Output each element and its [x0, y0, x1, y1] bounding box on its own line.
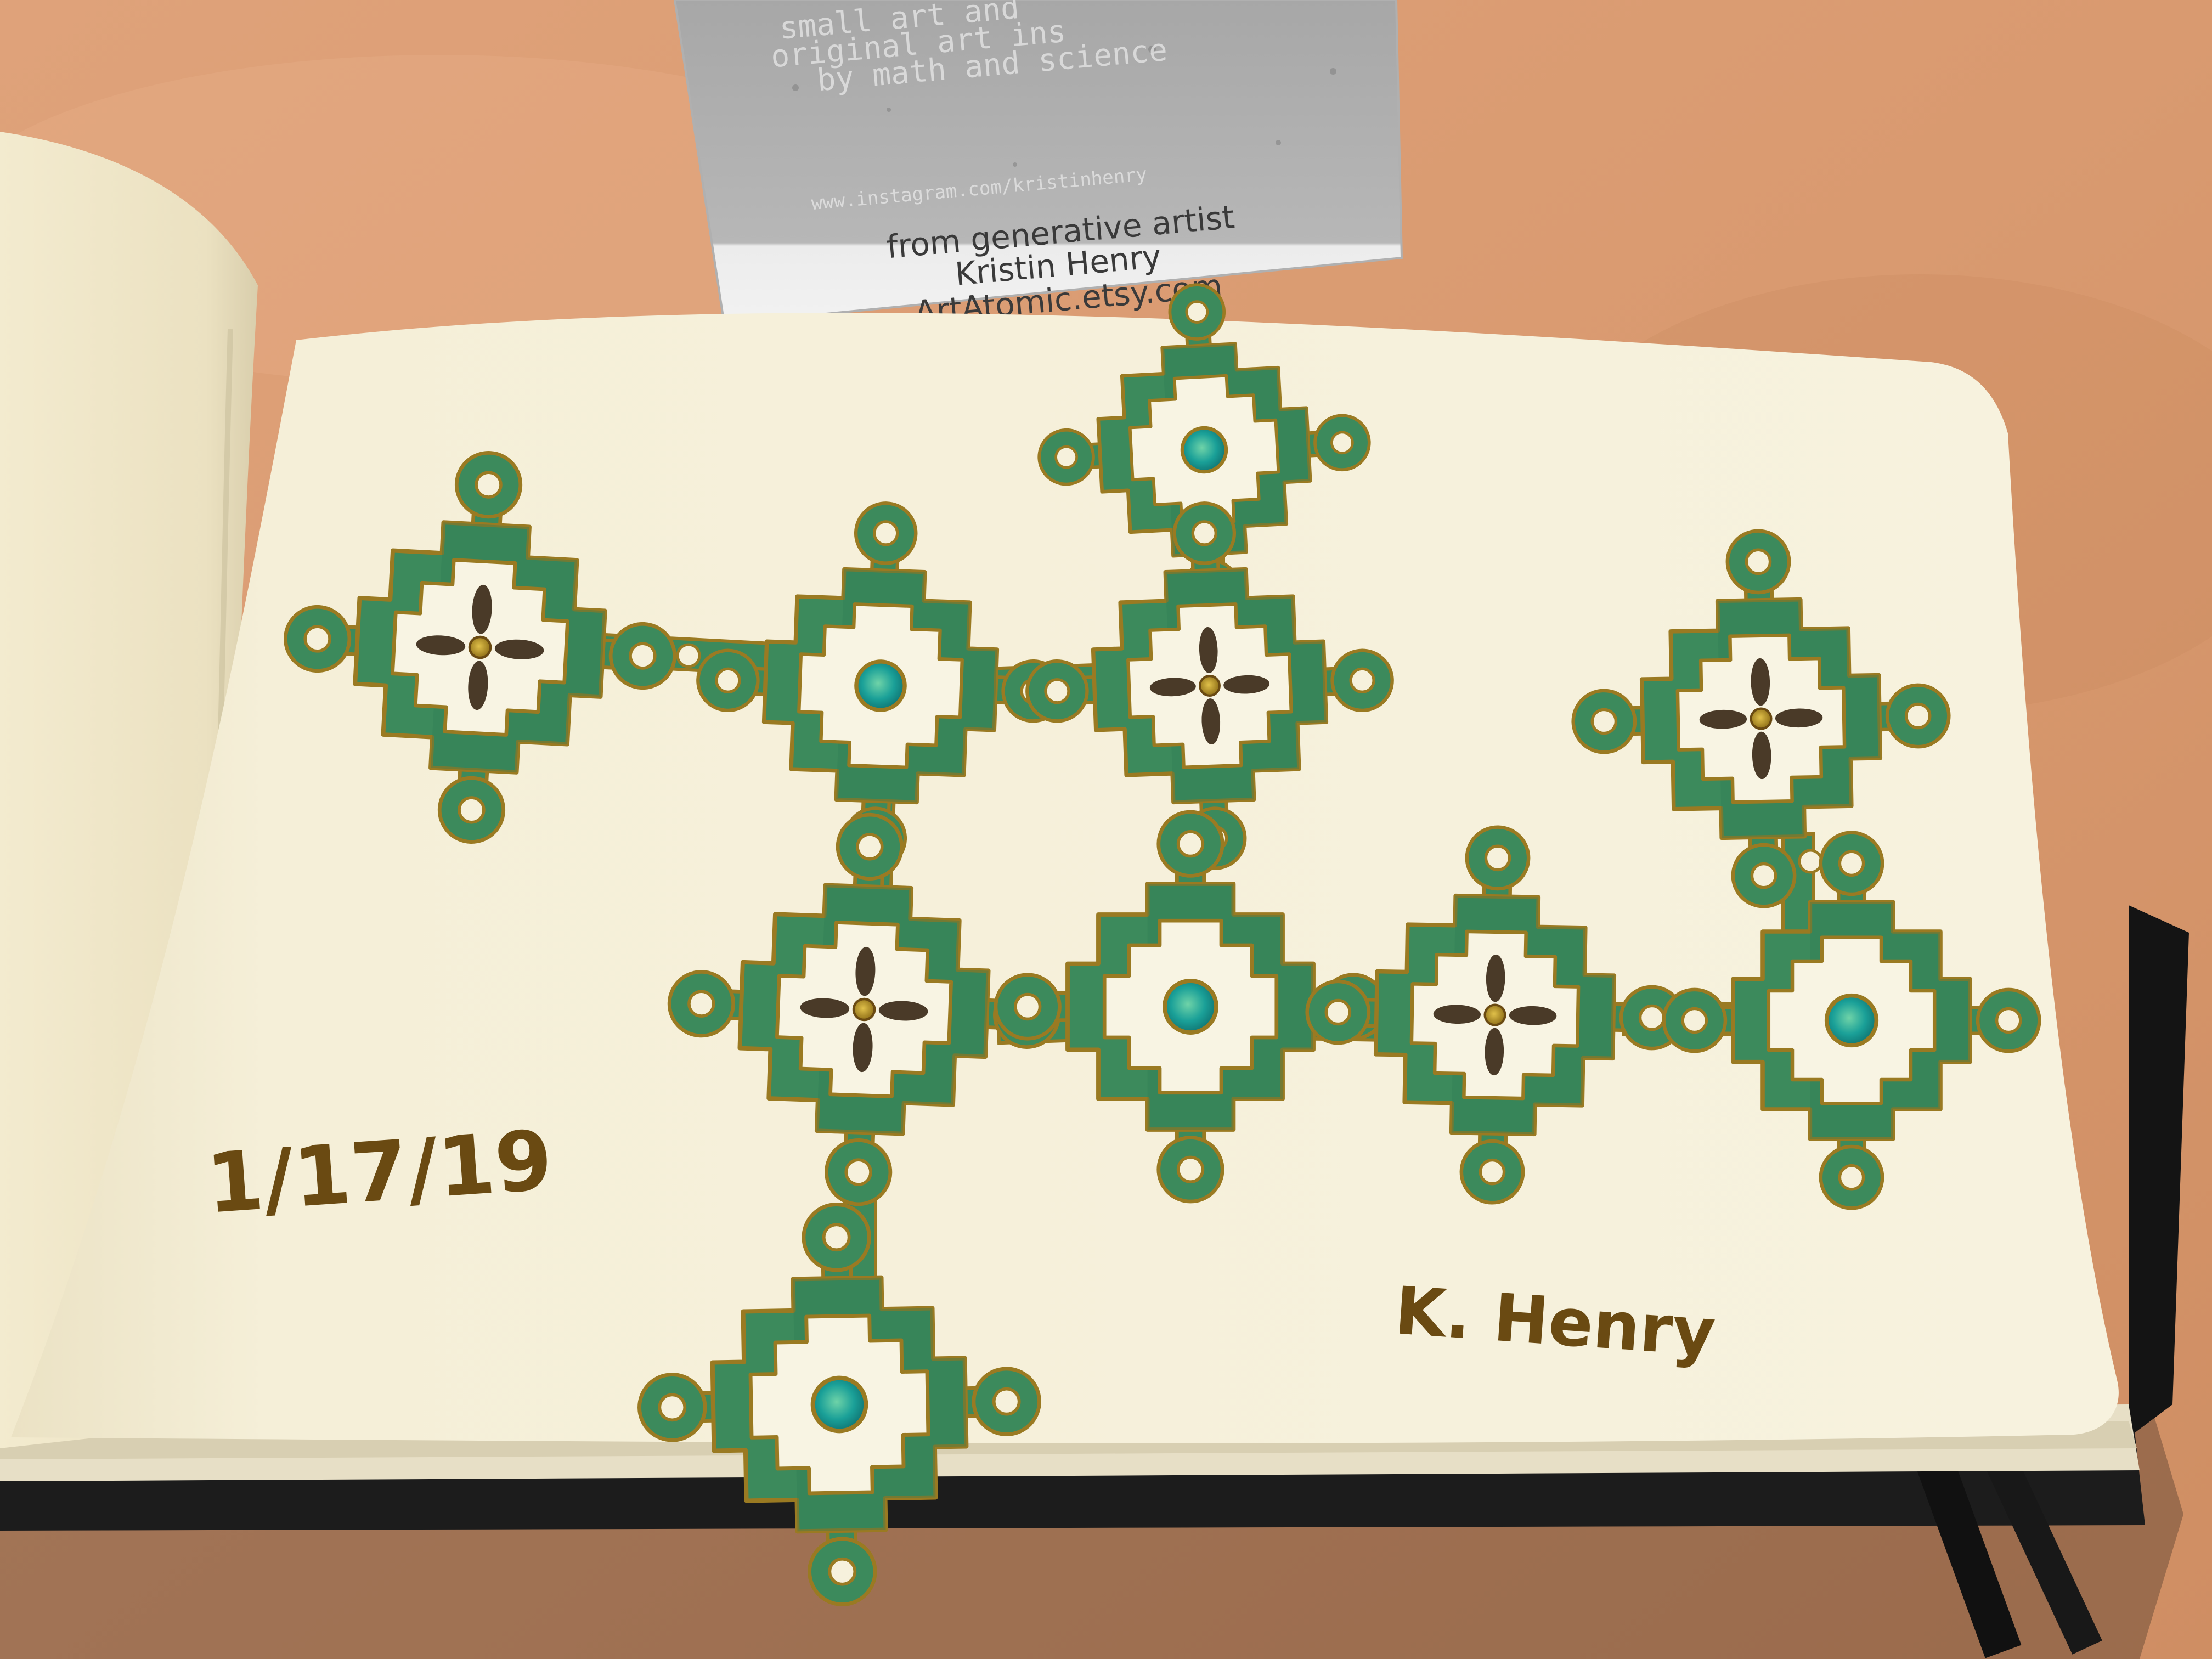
- artist-card: small art and original art ins by math a…: [673, 0, 1403, 331]
